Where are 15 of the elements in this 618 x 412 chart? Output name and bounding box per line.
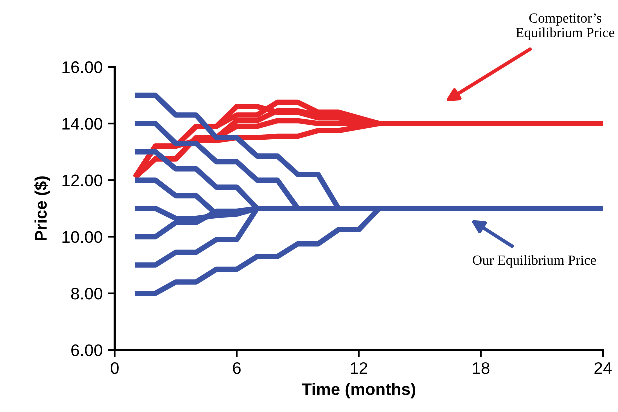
y-tick-label: 14.00 — [62, 118, 102, 130]
y-tick-label: 8.00 — [71, 288, 102, 300]
x-tick-label: 6 — [233, 362, 241, 374]
x-tick-label: 0 — [110, 362, 119, 374]
y-tick-label: 6.00 — [72, 344, 102, 356]
y-tick-label: 16.00 — [62, 62, 102, 74]
x-tick-label: 24 — [594, 362, 612, 374]
x-tick-label: 12 — [351, 362, 368, 374]
x-axis-title: Time (months) — [302, 383, 416, 399]
text: Competitor’s Equilibrium Price — [516, 14, 615, 40]
y-tick-label: 10.00 — [62, 231, 102, 244]
annotation: Our Equilibrium Price — [473, 255, 596, 268]
y-axis-title: Price ($) — [34, 176, 50, 240]
y-tick-label: 12.00 — [62, 174, 102, 187]
x-tick-label: 18 — [473, 362, 490, 374]
